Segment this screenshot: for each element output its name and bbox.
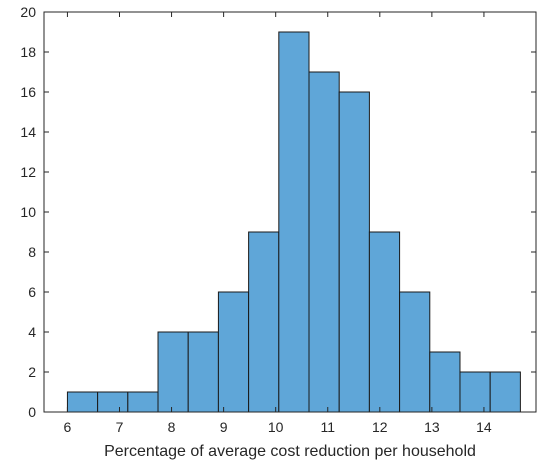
y-tick-label-2: 2 bbox=[28, 364, 36, 380]
x-tick-label-6: 6 bbox=[64, 419, 72, 435]
y-tick-label-18: 18 bbox=[20, 44, 36, 60]
histogram-bar-8 bbox=[278, 31, 310, 413]
y-tick-label-8: 8 bbox=[28, 244, 36, 260]
histogram-bar-3 bbox=[127, 391, 159, 413]
y-tick-label-20: 20 bbox=[20, 4, 36, 20]
histogram-bar-15 bbox=[489, 371, 521, 413]
y-axis: 0 2 4 6 8 10 12 14 16 18 20 bbox=[20, 4, 536, 420]
x-tick-label-9: 9 bbox=[220, 419, 228, 435]
histogram-bar-13 bbox=[429, 351, 461, 413]
x-tick-label-13: 13 bbox=[424, 419, 440, 435]
y-tick-label-16: 16 bbox=[20, 84, 36, 100]
histogram-bar-7 bbox=[248, 231, 280, 413]
x-axis: 6 7 8 9 10 11 12 13 14 bbox=[64, 12, 492, 435]
histogram-bar-6 bbox=[217, 291, 250, 413]
histogram-bar-4 bbox=[157, 331, 189, 413]
x-tick-label-7: 7 bbox=[116, 419, 124, 435]
x-axis-title: Percentage of average cost reduction per… bbox=[104, 443, 476, 460]
y-tick-label-14: 14 bbox=[20, 124, 36, 140]
histogram-bar-2 bbox=[97, 391, 129, 413]
y-tick-label-0: 0 bbox=[28, 404, 36, 420]
x-tick-label-10: 10 bbox=[268, 419, 284, 435]
x-tick-label-11: 11 bbox=[320, 419, 335, 435]
bars-layer bbox=[66, 31, 521, 413]
histogram-bar-9 bbox=[308, 71, 340, 413]
y-tick-label-6: 6 bbox=[28, 284, 36, 300]
histogram-bar-11 bbox=[368, 231, 401, 413]
y-tick-label-10: 10 bbox=[20, 204, 36, 220]
histogram-bar-1 bbox=[66, 391, 99, 413]
histogram-bar-10 bbox=[338, 91, 370, 413]
histogram-bar-14 bbox=[459, 371, 491, 413]
histogram-bar-5 bbox=[187, 331, 219, 413]
histogram-bar-12 bbox=[399, 291, 431, 413]
y-tick-label-12: 12 bbox=[20, 164, 36, 180]
y-tick-label-4: 4 bbox=[28, 324, 36, 340]
x-tick-label-12: 12 bbox=[372, 419, 388, 435]
x-tick-label-8: 8 bbox=[168, 419, 176, 435]
x-tick-label-14: 14 bbox=[476, 419, 492, 435]
